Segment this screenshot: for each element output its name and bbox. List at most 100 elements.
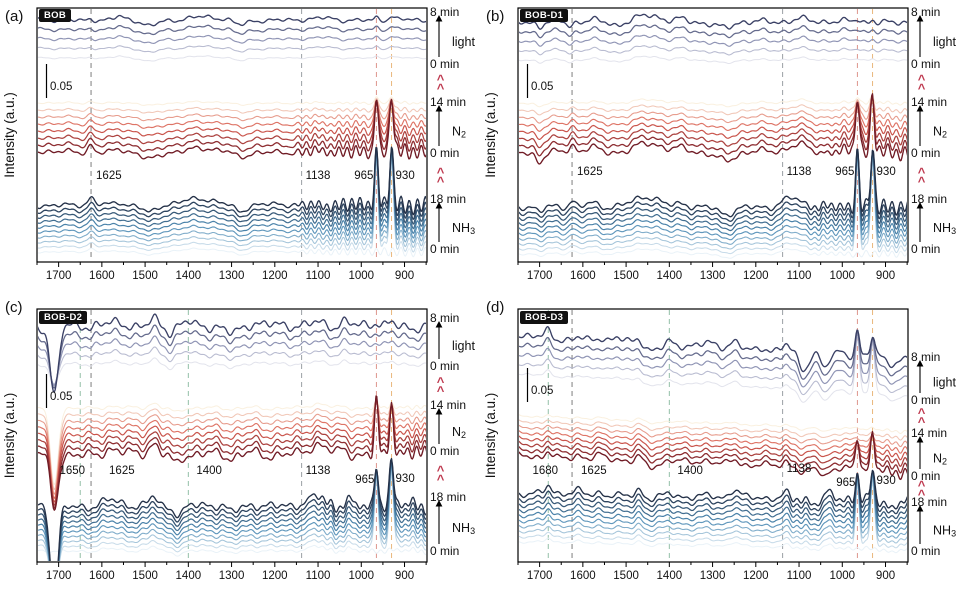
spectrum-NH3-curve-4 bbox=[38, 151, 426, 234]
spectrum-N2-curve-4 bbox=[519, 434, 907, 461]
spectrum-NH3-curve-1 bbox=[519, 149, 907, 222]
peak-label-1138: 1138 bbox=[306, 465, 331, 477]
gas-label-NH3: NH3 bbox=[452, 221, 475, 236]
time-label-bottom-light: 0 min bbox=[911, 57, 940, 71]
spectrum-NH3-curve-0 bbox=[38, 146, 426, 216]
spectra-curves bbox=[38, 313, 426, 561]
spectrum-light-curve-0 bbox=[519, 326, 907, 373]
peak-label-1680: 1680 bbox=[532, 465, 558, 477]
spectrum-N2-curve-6 bbox=[38, 99, 426, 152]
spectrum-light-curve-2 bbox=[38, 335, 426, 386]
spectrum-NH3-curve-7 bbox=[519, 160, 907, 250]
spectrum-N2-curve-7 bbox=[519, 93, 907, 165]
time-label-bottom-NH3: 0 min bbox=[911, 242, 940, 256]
arrowhead-icon bbox=[435, 408, 443, 415]
spectrum-N2-curve-0 bbox=[519, 414, 907, 434]
spectrum-NH3-curve-1 bbox=[38, 458, 426, 561]
spectrum-light-curve-2 bbox=[519, 34, 907, 47]
spectrum-N2-curve-2 bbox=[519, 96, 907, 124]
x-tick-label: 1200 bbox=[743, 570, 769, 582]
peak-label-930: 930 bbox=[877, 475, 896, 487]
panel-letter-c: (c) bbox=[5, 299, 23, 316]
x-tick-label: 1100 bbox=[306, 270, 331, 282]
spectrum-N2-curve-7 bbox=[38, 98, 426, 160]
gas-label-N2: N2 bbox=[933, 125, 947, 140]
spectra-plot-c: 1700 1600 1500 1400 1300 1200 1100 1000 900 Inten… bbox=[2, 308, 475, 582]
time-label-bottom-NH3: 0 min bbox=[911, 544, 940, 558]
x-axis: 1700 1600 1500 1400 1300 1200 1100 1000 900 bbox=[36, 262, 427, 282]
time-label-top-N2: 14 min bbox=[911, 95, 947, 109]
gas-label-N2: N2 bbox=[452, 125, 466, 140]
spectrum-light-curve-0 bbox=[38, 313, 426, 393]
spectrum-light-curve-1 bbox=[519, 331, 907, 380]
gas-switch-caret-icon: ^ bbox=[437, 174, 445, 189]
time-label-top-N2: 14 min bbox=[430, 398, 466, 412]
gas-switch-caret-icon: ^ bbox=[918, 165, 926, 180]
time-label-top-N2: 14 min bbox=[430, 95, 466, 109]
peak-label-1400: 1400 bbox=[677, 465, 703, 477]
spectrum-NH3-curve-5 bbox=[38, 464, 426, 561]
spectrum-N2-curve-2 bbox=[519, 424, 907, 448]
x-tick-label: 1700 bbox=[527, 270, 553, 282]
spectrum-NH3-curve-8 bbox=[519, 481, 907, 549]
gas-switch-caret-icon: ^ bbox=[918, 415, 926, 430]
time-label-bottom-light: 0 min bbox=[430, 359, 459, 373]
peak-label-1650: 1650 bbox=[59, 465, 85, 477]
x-tick-label: 1000 bbox=[829, 570, 855, 582]
spectrum-NH3-curve-4 bbox=[38, 462, 426, 561]
gas-label-N2: N2 bbox=[452, 425, 466, 440]
spectrum-light-curve-2 bbox=[519, 333, 907, 388]
x-tick-label: 1300 bbox=[219, 570, 245, 582]
spectrum-N2-curve-0 bbox=[519, 95, 907, 108]
arrowhead-icon bbox=[916, 15, 924, 22]
peak-label-1138: 1138 bbox=[787, 463, 812, 475]
arrowhead-icon bbox=[435, 105, 443, 112]
spectrum-light-curve-1 bbox=[38, 324, 426, 389]
gas-switch-caret-icon: ^ bbox=[437, 384, 445, 399]
gas-label-NH3: NH3 bbox=[933, 221, 956, 236]
spectrum-NH3-curve-7 bbox=[38, 158, 426, 248]
arrowhead-icon bbox=[916, 436, 924, 443]
gas-label-NH3: NH3 bbox=[933, 524, 956, 539]
arrowhead-icon bbox=[435, 202, 443, 209]
spectrum-NH3-curve-2 bbox=[38, 459, 426, 561]
time-label-bottom-N2: 0 min bbox=[911, 469, 940, 483]
spectrum-N2-curve-3 bbox=[38, 399, 426, 499]
spectra-plot-b: 1700 1600 1500 1400 1300 1200 1100 1000 900 Inten… bbox=[483, 5, 956, 282]
spectrum-NH3-curve-9 bbox=[519, 537, 907, 554]
spectrum-NH3-curve-0 bbox=[519, 469, 907, 510]
spectrum-NH3-curve-9 bbox=[38, 246, 426, 258]
scale-bar-label: 0.05 bbox=[50, 81, 72, 93]
gas-switch-caret-icon: ^ bbox=[918, 406, 926, 421]
x-tick-label: 1600 bbox=[89, 570, 115, 582]
spectra-plot-a: 1700 1600 1500 1400 1300 1200 1100 1000 900 Inten… bbox=[2, 5, 475, 282]
gas-switch-caret-icon: ^ bbox=[918, 174, 926, 189]
spectrum-NH3-curve-1 bbox=[519, 470, 907, 515]
spectrum-N2-curve-6 bbox=[519, 94, 907, 157]
spectrum-light-curve-3 bbox=[38, 45, 426, 53]
spectrum-NH3-curve-4 bbox=[519, 153, 907, 236]
gas-label-light: light bbox=[452, 339, 475, 353]
x-tick-label: 1400 bbox=[176, 270, 202, 282]
spectrum-NH3-curve-8 bbox=[38, 474, 426, 561]
x-tick-label: 1000 bbox=[348, 570, 374, 582]
peak-label-965: 965 bbox=[836, 477, 855, 489]
spectrum-NH3-curve-8 bbox=[38, 163, 426, 253]
panel-b: 1700 1600 1500 1400 1300 1200 1100 1000 900 Inten… bbox=[481, 0, 961, 296]
x-tick-label: 1300 bbox=[700, 270, 726, 282]
peak-label-965: 965 bbox=[835, 166, 854, 178]
spectra-curves bbox=[38, 14, 426, 258]
spectrum-light-curve-3 bbox=[38, 346, 426, 385]
spectrum-NH3-curve-5 bbox=[38, 152, 426, 239]
spectrum-NH3-curve-5 bbox=[519, 473, 907, 534]
x-tick-label: 1100 bbox=[787, 570, 812, 582]
guide-lines bbox=[547, 310, 874, 561]
panel-letter-d: (d) bbox=[486, 299, 505, 316]
peak-label-1625: 1625 bbox=[581, 465, 607, 477]
spectrum-light-curve-3 bbox=[519, 336, 907, 396]
spectrum-NH3-curve-9 bbox=[519, 248, 907, 259]
x-tick-label: 900 bbox=[395, 570, 414, 582]
